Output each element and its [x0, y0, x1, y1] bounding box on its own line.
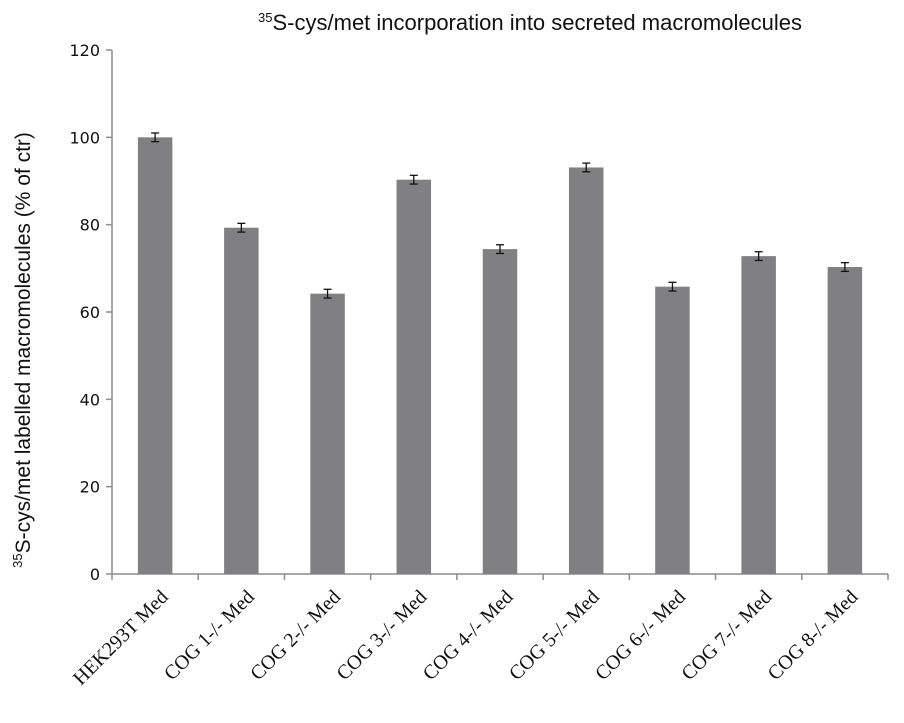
x-tick-label: HEK293T Med [69, 586, 173, 690]
chart-title-text: S-cys/met incorporation into secreted ma… [273, 10, 802, 35]
x-tick-label: COG 5-/- Med [505, 586, 604, 685]
x-tick-label: COG 1-/- Med [160, 586, 259, 685]
y-axis-label-text: S-cys/met labelled macromolecules (% of … [12, 132, 35, 553]
y-tick-label: 0 [90, 565, 100, 584]
x-tick-label: COG 7-/- Med [677, 586, 776, 685]
y-tick-label: 20 [80, 478, 100, 497]
bar [482, 249, 518, 574]
x-tick-label: COG 6-/- Med [591, 586, 690, 685]
x-tick-label: COG 8-/- Med [764, 586, 863, 685]
error-bar [496, 244, 504, 255]
error-bar [323, 288, 332, 299]
y-tick-label: 60 [80, 303, 100, 322]
x-tick-label: COG 3-/- Med [332, 586, 431, 685]
y-axis-label-superscript: 35 [10, 553, 25, 567]
bars [137, 137, 863, 575]
error-bar [754, 251, 763, 262]
bar [396, 179, 432, 574]
y-tick-labels: 0 20 40 60 80 100 120 [69, 41, 100, 584]
bar [655, 286, 690, 574]
bar [827, 267, 863, 574]
y-tick-label: 100 [69, 128, 100, 147]
error-bar [582, 162, 591, 173]
error-bar [237, 222, 246, 233]
x-tick-label: COG 2-/- Med [246, 586, 345, 685]
y-axis-label: 35S-cys/met labelled macromolecules (% o… [10, 132, 35, 568]
error-bar [151, 132, 160, 143]
bar [568, 167, 604, 575]
error-bar [668, 281, 677, 292]
error-bar [840, 262, 849, 273]
x-tick-label: COG 4-/- Med [419, 586, 518, 685]
y-tick-label: 80 [80, 216, 100, 235]
bar [137, 137, 173, 575]
chart-title-superscript: 35 [258, 10, 272, 25]
chart-title: 35S-cys/met incorporation into secreted … [258, 10, 802, 35]
bar [741, 256, 776, 574]
y-tick-label: 40 [80, 390, 100, 409]
y-tick-label: 120 [69, 41, 100, 60]
error-bars [151, 132, 849, 299]
bar [310, 293, 345, 574]
bar [224, 227, 259, 574]
error-bar [409, 174, 418, 185]
